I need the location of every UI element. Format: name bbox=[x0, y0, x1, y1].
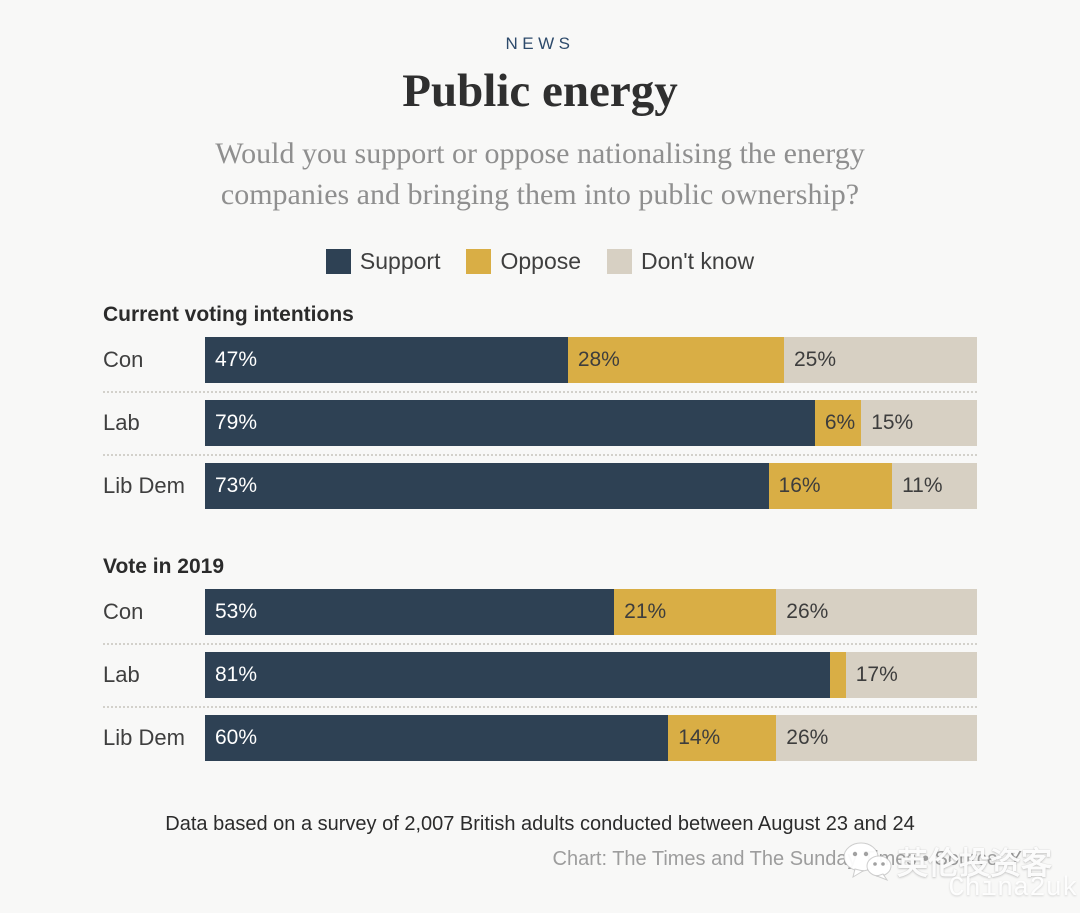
segment-value-label: 11% bbox=[902, 473, 943, 497]
bar-track: 47% 28% 25% bbox=[205, 336, 977, 383]
bar-group-1: Vote in 2019 Con 53% 21% 26% Lab 81% 17% Lib Dem… bbox=[103, 555, 977, 761]
bar-segment-don-t-know: 15% bbox=[861, 399, 977, 446]
segment-value-label: 25% bbox=[793, 347, 837, 371]
bar-segment-support: 53% bbox=[205, 588, 615, 635]
survey-note: Data based on a survey of 2,007 British … bbox=[165, 812, 915, 835]
bar-track: 60% 14% 26% bbox=[205, 714, 977, 761]
legend: Support Oppose Don't know bbox=[0, 248, 1080, 275]
legend-item-support: Support bbox=[325, 247, 441, 275]
legend-label: Support bbox=[359, 247, 441, 274]
segment-value-label: 17% bbox=[855, 662, 898, 686]
segment-value-label: 73% bbox=[215, 473, 258, 497]
bar-row-lib-dem: Lib Dem 60% 14% 26% bbox=[103, 714, 977, 761]
bar-segment-don-t-know: 17% bbox=[845, 651, 977, 698]
bar-track: 73% 16% 11% bbox=[205, 462, 977, 509]
legend-swatch-icon bbox=[325, 248, 351, 274]
bar-segment-oppose: 6% bbox=[814, 399, 862, 446]
segment-value-label: 14% bbox=[678, 725, 721, 749]
watermark: 英伦投资客 bbox=[841, 838, 1052, 883]
segment-value-label: 53% bbox=[215, 599, 258, 623]
row-label: Lib Dem bbox=[103, 472, 185, 498]
watermark-name: 英伦投资客 bbox=[897, 846, 1052, 881]
bar-row-lab: Lab 81% 17% bbox=[103, 651, 977, 698]
row-label: Con bbox=[103, 598, 144, 624]
bar-segment-don-t-know: 25% bbox=[783, 336, 977, 383]
bar-segment-support: 60% bbox=[205, 714, 669, 761]
bar-track: 53% 21% 26% bbox=[205, 588, 977, 635]
bar-segment-don-t-know: 26% bbox=[776, 714, 977, 761]
bar-segment-oppose: 14% bbox=[668, 714, 777, 761]
segment-value-label: 6% bbox=[824, 410, 856, 434]
page-title: Public energy bbox=[402, 65, 678, 117]
row-label: Lib Dem bbox=[103, 724, 185, 750]
bar-track: 79% 6% 15% bbox=[205, 399, 977, 446]
watermark-handle: China2uk bbox=[948, 874, 1078, 904]
row-separator bbox=[103, 705, 977, 708]
segment-value-label: 60% bbox=[215, 725, 258, 749]
legend-item-don-t-know: Don't know bbox=[607, 248, 754, 275]
row-separator bbox=[103, 453, 977, 456]
bar-group-0: Current voting intentions Con 47% 28% 25% Lab… bbox=[103, 303, 977, 509]
row-separator bbox=[103, 390, 977, 393]
segment-value-label: 26% bbox=[786, 599, 829, 623]
bar-segment-oppose bbox=[830, 651, 846, 698]
bar-row-con: Con 53% 21% 26% bbox=[103, 588, 977, 635]
bar-segment-don-t-know: 26% bbox=[776, 588, 977, 635]
bar-track: 81% 17% bbox=[205, 651, 977, 698]
segment-value-label: 16% bbox=[778, 473, 821, 497]
segment-value-label: 81% bbox=[215, 662, 258, 686]
chart-credit: Chart: The Times and The Sunday Times • … bbox=[552, 847, 1022, 870]
segment-value-label: 15% bbox=[871, 410, 914, 434]
legend-item-oppose: Oppose bbox=[466, 248, 581, 275]
bar-segment-oppose: 16% bbox=[768, 462, 893, 509]
section-kicker: NEWS bbox=[505, 34, 575, 53]
group-title: Vote in 2019 bbox=[103, 554, 224, 578]
bar-segment-support: 81% bbox=[205, 651, 831, 698]
bar-segment-support: 47% bbox=[205, 336, 568, 383]
row-label: Lab bbox=[103, 661, 140, 687]
bar-row-lib-dem: Lib Dem 73% 16% 11% bbox=[103, 462, 977, 509]
bar-segment-oppose: 21% bbox=[614, 588, 777, 635]
bar-segment-oppose: 28% bbox=[567, 336, 784, 383]
row-label: Lab bbox=[103, 409, 140, 435]
legend-label: Don't know bbox=[641, 247, 755, 274]
bar-segment-don-t-know: 11% bbox=[892, 462, 977, 509]
legend-label: Oppose bbox=[500, 247, 582, 274]
chart-subtitle-question: Would you support or oppose nationalisin… bbox=[215, 137, 865, 211]
legend-swatch-icon bbox=[607, 248, 633, 274]
row-label: Con bbox=[103, 346, 144, 372]
segment-value-label: 21% bbox=[624, 599, 667, 623]
bar-segment-support: 79% bbox=[205, 399, 815, 446]
legend-swatch-icon bbox=[466, 248, 492, 274]
bar-segment-support: 73% bbox=[205, 462, 769, 509]
segment-value-label: 79% bbox=[215, 410, 258, 434]
wechat-icon bbox=[841, 839, 893, 883]
segment-value-label: 26% bbox=[786, 725, 829, 749]
bar-row-con: Con 47% 28% 25% bbox=[103, 336, 977, 383]
group-title: Current voting intentions bbox=[103, 302, 354, 326]
stacked-bar-chart: Current voting intentions Con 47% 28% 25% Lab… bbox=[103, 303, 977, 761]
row-separator bbox=[103, 642, 977, 645]
bar-row-lab: Lab 79% 6% 15% bbox=[103, 399, 977, 446]
segment-value-label: 47% bbox=[215, 347, 258, 371]
segment-value-label: 28% bbox=[577, 347, 620, 371]
